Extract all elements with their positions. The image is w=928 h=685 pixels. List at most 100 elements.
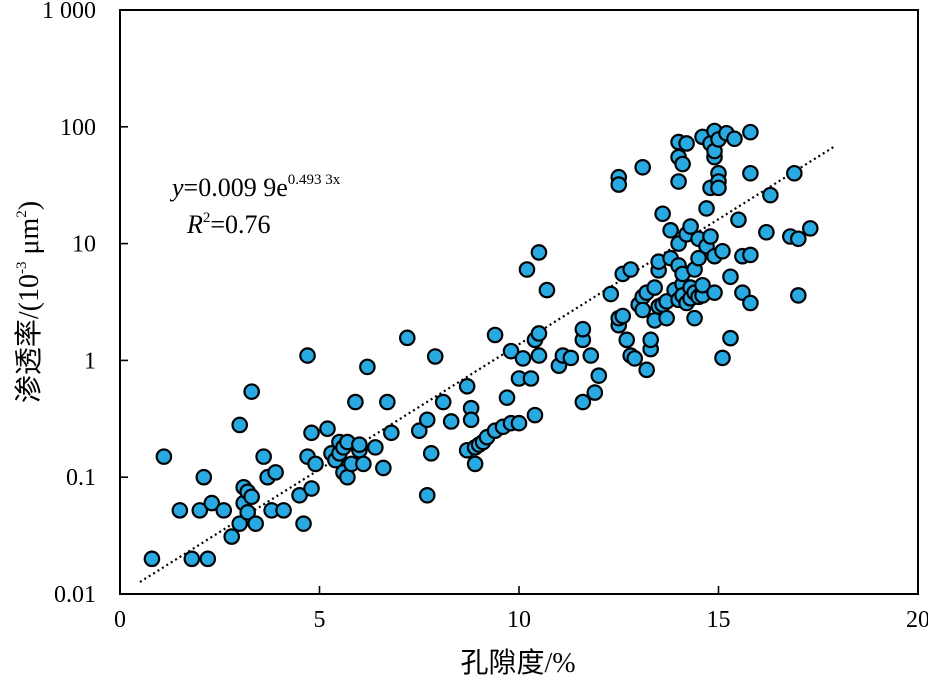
data-point	[634, 301, 651, 319]
y-axis-title: 渗透率/(10-3 μm2)	[13, 201, 45, 403]
trendline	[139, 145, 835, 583]
data-point	[634, 159, 651, 176]
equation-y-var: y	[169, 173, 184, 202]
y-tick-label: 10	[72, 232, 96, 258]
equation-r-var: R	[186, 210, 203, 239]
data-point	[375, 459, 392, 477]
data-point	[526, 406, 544, 424]
data-point	[642, 331, 659, 349]
data-point	[789, 230, 807, 248]
data-point	[789, 287, 807, 304]
data-point	[418, 411, 436, 429]
data-point	[674, 155, 691, 173]
data-point	[762, 186, 779, 204]
y-tick-label: 0.1	[66, 465, 96, 491]
equation-r-value: =0.76	[210, 210, 270, 239]
y-axis-title-main: 渗透率/(10	[13, 274, 45, 403]
data-point	[614, 307, 632, 325]
data-point	[678, 135, 695, 152]
data-point	[522, 370, 540, 387]
y-axis-title-unit: μm	[14, 217, 45, 261]
data-point	[622, 261, 640, 278]
data-point	[618, 331, 636, 349]
data-point	[243, 383, 260, 400]
equation-coef: =0.009 9e	[184, 173, 288, 202]
data-point	[347, 393, 364, 411]
data-point	[351, 436, 368, 453]
data-point	[319, 420, 336, 438]
equation-exponent: 0.493 3x	[288, 172, 341, 188]
data-point	[502, 342, 520, 360]
equation-r2: R2=0.76	[186, 210, 271, 239]
data-point	[223, 528, 241, 545]
data-point	[195, 468, 213, 486]
data-point	[682, 218, 699, 235]
data-point	[410, 422, 428, 440]
data-point	[710, 179, 727, 197]
data-point	[602, 285, 620, 303]
data-point	[694, 276, 711, 294]
data-point	[191, 502, 209, 519]
data-point	[638, 361, 655, 379]
data-point	[255, 448, 272, 465]
data-point	[418, 486, 436, 504]
data-point	[307, 455, 324, 473]
data-point	[702, 228, 719, 245]
x-tick-label: 10	[507, 607, 531, 633]
y-axis-title-close: )	[14, 201, 45, 210]
data-point	[722, 329, 739, 347]
data-point	[626, 350, 644, 367]
data-point	[398, 329, 416, 347]
data-point	[303, 480, 320, 497]
equation-r-sup: 2	[203, 210, 211, 226]
y-axis-title-exp: -3	[14, 262, 30, 275]
data-point	[359, 358, 376, 376]
data-point	[486, 326, 504, 344]
x-tick-label: 0	[114, 607, 126, 633]
data-point	[574, 320, 592, 338]
data-point	[646, 279, 663, 296]
data-point	[199, 550, 217, 568]
data-point	[514, 350, 532, 367]
data-point	[462, 411, 480, 429]
data-point	[742, 294, 759, 312]
data-point	[518, 261, 536, 278]
data-point	[466, 455, 484, 473]
data-point	[339, 468, 356, 486]
axis-ticks	[119, 9, 919, 595]
data-point	[654, 205, 671, 223]
data-point	[714, 349, 731, 367]
data-point	[275, 502, 292, 519]
data-point	[299, 347, 316, 364]
data-point	[231, 515, 248, 532]
data-point	[267, 464, 284, 481]
data-point	[698, 200, 715, 217]
data-point	[247, 515, 264, 532]
data-point	[458, 378, 476, 395]
data-point	[383, 424, 400, 442]
x-axis-title: 孔隙度/%	[460, 647, 575, 679]
data-point	[801, 220, 819, 237]
data-point	[379, 393, 396, 411]
data-point	[610, 176, 628, 193]
data-point	[690, 249, 707, 267]
x-tick-label: 5	[314, 607, 326, 633]
data-point	[742, 246, 759, 264]
equation-y: y=0.009 9e0.493 3x	[169, 172, 341, 202]
data-point	[530, 244, 548, 261]
data-point	[722, 268, 739, 286]
data-point	[758, 223, 775, 241]
data-point	[574, 393, 592, 411]
data-point	[355, 455, 372, 473]
data-point	[530, 325, 548, 342]
data-point	[422, 445, 440, 462]
data-point	[171, 502, 189, 519]
data-point	[706, 284, 723, 301]
data-point	[203, 494, 221, 512]
data-point	[498, 389, 516, 406]
data-point	[530, 347, 548, 364]
data-point	[442, 413, 460, 430]
data-point	[726, 130, 743, 148]
y-tick-label: 100	[60, 115, 96, 141]
